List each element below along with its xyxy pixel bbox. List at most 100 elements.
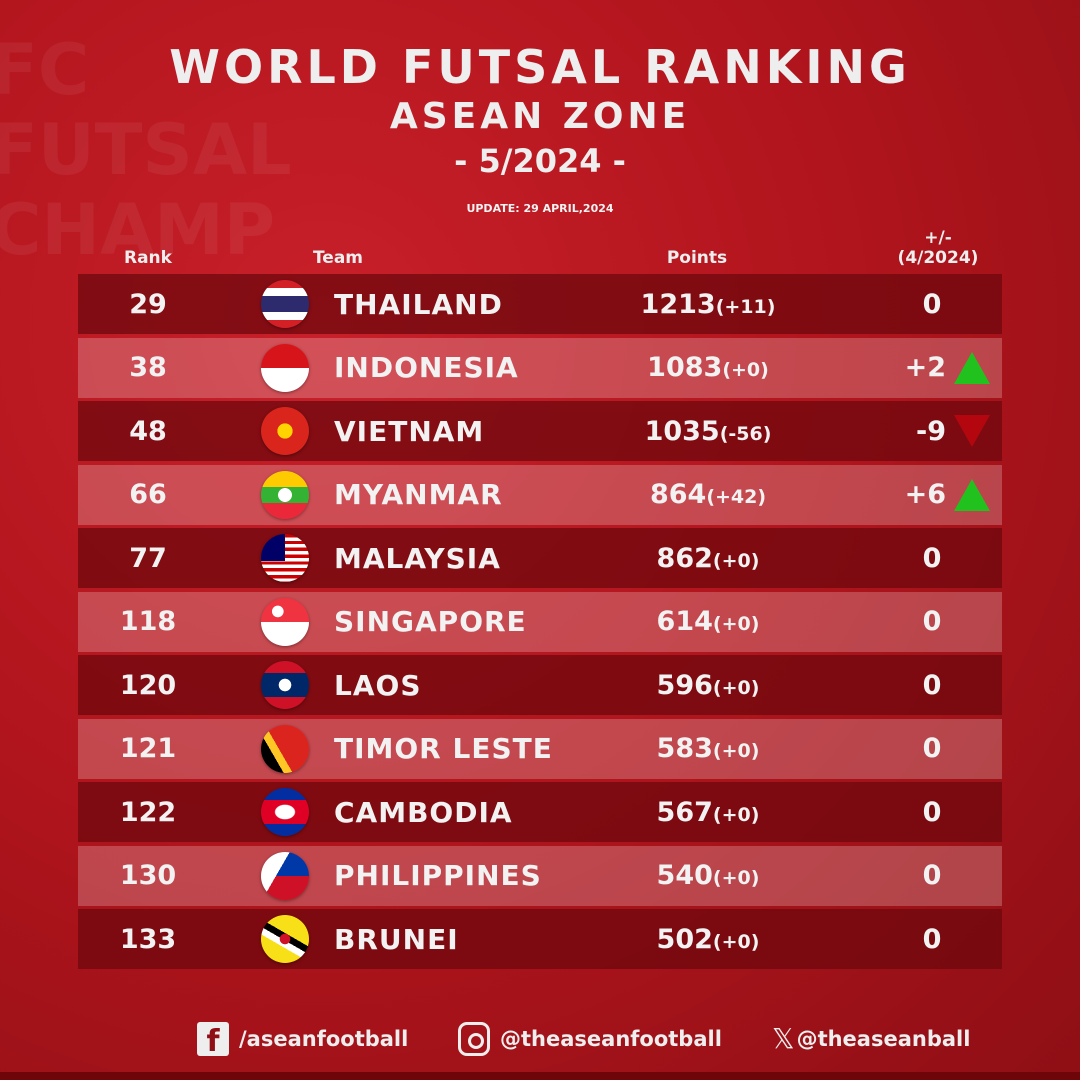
- rank: 130: [119, 860, 177, 891]
- vietnam-flag-icon: [261, 407, 309, 455]
- arrow-up-icon: [954, 351, 990, 384]
- bottom-bar: [0, 1072, 1080, 1080]
- points: 1083(+0): [618, 352, 798, 383]
- column-header-rank: Rank: [124, 248, 172, 268]
- table-row: 130 PHILIPPINES 540(+0) 0: [78, 845, 1002, 906]
- points-delta: (-56): [719, 422, 772, 445]
- rank-change: 0: [922, 796, 942, 828]
- team-name: TIMOR LESTE: [334, 732, 553, 765]
- points-value: 567: [656, 796, 713, 828]
- facebook-handle: /aseanfootball: [239, 1027, 409, 1051]
- cambodia-flag-icon: [261, 788, 309, 836]
- points-delta: (+0): [712, 740, 760, 762]
- table-row: 121 TIMOR LESTE 583(+0) 0: [78, 718, 1002, 779]
- points-value: 1083: [647, 352, 723, 383]
- laos-flag-icon: [261, 661, 309, 709]
- points: 862(+0): [618, 543, 798, 574]
- rank: 121: [119, 733, 177, 764]
- page-subtitle: ASEAN ZONE: [389, 96, 691, 137]
- points-value: 596: [656, 669, 713, 701]
- rank-change: 0: [922, 542, 942, 574]
- rank-change: -9: [916, 415, 946, 447]
- points-value: 1213: [640, 288, 716, 320]
- instagram-link[interactable]: @theaseanfootball: [458, 1022, 722, 1056]
- points: 567(+0): [618, 797, 798, 828]
- rank-change: +2: [904, 352, 946, 383]
- rank-change: 0: [922, 669, 942, 701]
- points-delta: (+0): [712, 930, 760, 953]
- rank-change: 0: [922, 860, 942, 891]
- points: 864(+42): [618, 479, 798, 510]
- singapore-flag-icon: [261, 597, 309, 646]
- facebook-link[interactable]: f/aseanfootball: [197, 1022, 409, 1059]
- arrow-up-icon: [954, 478, 990, 511]
- rank-change: +6: [904, 479, 946, 510]
- instagram-handle: @theaseanfootball: [500, 1027, 722, 1051]
- instagram-icon: [458, 1022, 490, 1056]
- team-name: PHILIPPINES: [334, 859, 542, 892]
- table-row: 66 MYANMAR 864(+42) +6: [78, 464, 1002, 525]
- table-row: 48 VIETNAM 1035(-56) -9: [78, 401, 1002, 461]
- table-row: 120 LAOS 596(+0) 0: [78, 655, 1002, 715]
- column-header-points: Points: [666, 248, 728, 268]
- points-value: 1035: [644, 415, 720, 447]
- points: 583(+0): [618, 733, 798, 764]
- team-name: SINGAPORE: [334, 605, 527, 638]
- points-delta: (+42): [706, 486, 767, 508]
- rank: 122: [119, 796, 177, 828]
- table-row: 118 SINGAPORE 614(+0) 0: [78, 591, 1002, 652]
- change-header-line2: (4/2024): [897, 248, 979, 268]
- rank-change: 0: [922, 923, 942, 955]
- rank-change: 0: [922, 733, 942, 764]
- timor-leste-flag-icon: [261, 724, 309, 773]
- points-value: 540: [656, 860, 713, 891]
- team-name: THAILAND: [334, 287, 503, 321]
- x-link[interactable]: 𝕏 @theaseanball: [772, 1022, 970, 1055]
- points: 502(+0): [618, 924, 798, 955]
- rank: 48: [129, 415, 167, 447]
- arrow-down-icon: [954, 415, 990, 447]
- team-name: MYANMAR: [334, 478, 503, 511]
- table-row: 29 THAILAND 1213(+11) 0: [78, 274, 1002, 334]
- points-value: 614: [656, 606, 713, 637]
- malaysia-flag-icon: [261, 534, 309, 582]
- x-handle: @theaseanball: [796, 1026, 971, 1051]
- team-name: LAOS: [334, 668, 422, 702]
- points-delta: (+0): [722, 359, 769, 381]
- points-value: 862: [656, 542, 713, 574]
- column-header-team: Team: [312, 248, 364, 268]
- team-name: BRUNEI: [334, 922, 459, 956]
- change-header-line1: +/-: [924, 228, 952, 248]
- rank: 118: [119, 606, 177, 637]
- points-delta: (+0): [712, 549, 760, 572]
- points-delta: (+0): [712, 613, 760, 635]
- points: 540(+0): [618, 860, 798, 891]
- rank: 66: [129, 479, 167, 510]
- points-delta: (+0): [712, 867, 760, 889]
- rank: 38: [129, 352, 167, 383]
- points: 1035(-56): [618, 416, 798, 447]
- points-value: 583: [656, 733, 713, 764]
- background-watermark: FC FUTSAL CHAMP: [0, 29, 292, 271]
- page-title: WORLD FUTSAL RANKING: [169, 40, 911, 94]
- column-header-change: +/- (4/2024): [888, 228, 988, 268]
- rank: 133: [119, 923, 177, 955]
- team-name: INDONESIA: [334, 351, 519, 384]
- brunei-flag-icon: [261, 915, 309, 963]
- indonesia-flag-icon: [261, 343, 309, 392]
- points: 596(+0): [618, 670, 798, 701]
- x-icon: 𝕏: [772, 1022, 795, 1055]
- facebook-icon: f: [197, 1022, 229, 1059]
- points-delta: (+0): [712, 803, 760, 826]
- ranking-table: 29 THAILAND 1213(+11) 0 38 INDONESIA 108…: [78, 274, 1002, 973]
- update-date: UPDATE: 29 APRIL,2024: [466, 202, 614, 215]
- rank-change: 0: [922, 288, 942, 320]
- table-row: 133 BRUNEI 502(+0) 0: [78, 909, 1002, 969]
- table-row: 77 MALAYSIA 862(+0) 0: [78, 528, 1002, 588]
- philippines-flag-icon: [261, 851, 309, 900]
- footer: f/aseanfootball @theaseanfootball 𝕏 @thea…: [0, 1022, 1080, 1062]
- rank: 77: [129, 542, 167, 574]
- thailand-flag-icon: [261, 280, 309, 328]
- table-row: 122 CAMBODIA 567(+0) 0: [78, 782, 1002, 842]
- team-name: MALAYSIA: [334, 541, 501, 575]
